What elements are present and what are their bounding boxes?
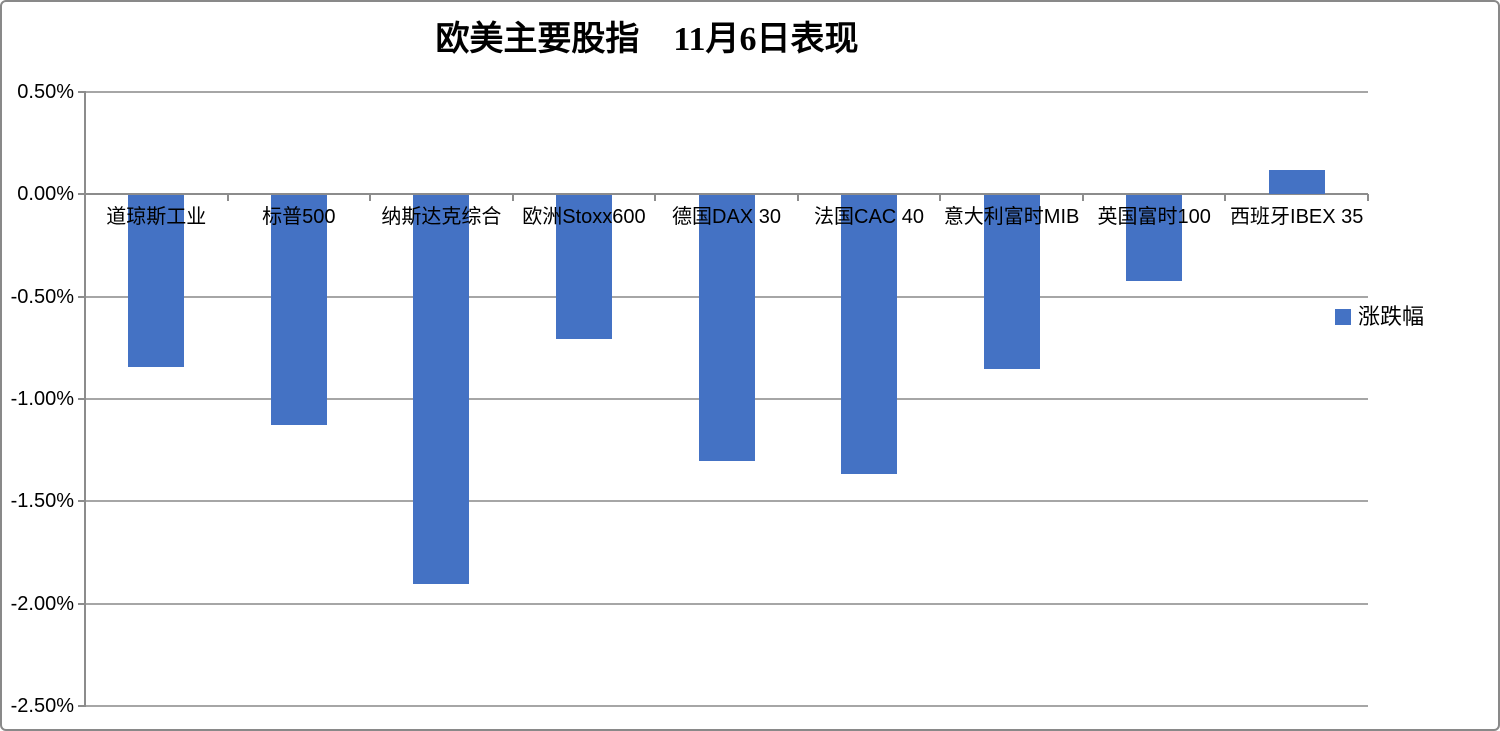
y-axis-tick: [78, 398, 85, 400]
y-axis-label: -1.00%: [10, 388, 74, 410]
category-label: 纳斯达克综合: [381, 206, 502, 229]
y-axis-tick: [78, 500, 85, 503]
bar-英国富时100: [1126, 195, 1183, 282]
x-axis-tick: [1367, 194, 1369, 202]
y-axis-label: 0.50%: [17, 81, 74, 103]
x-axis-tick: [1224, 194, 1227, 202]
x-axis-tick: [84, 194, 86, 202]
category-label: 意大利富时MIB: [943, 206, 1080, 229]
y-axis-label: 0.00%: [17, 183, 74, 206]
category-label: 英国富时100: [1097, 206, 1211, 229]
bar-法国CAC 40: [841, 195, 898, 474]
y-axis-tick: [78, 91, 85, 93]
x-axis-tick: [226, 194, 229, 202]
bar-德国DAX 30: [698, 195, 755, 462]
y-axis-tick: [78, 295, 85, 298]
y-axis-tick: [78, 602, 85, 605]
legend-swatch-icon: [1335, 309, 1351, 325]
y-axis-label: -0.50%: [10, 285, 74, 308]
gridline: [85, 705, 1368, 707]
x-axis-line: [85, 193, 1368, 196]
category-label: 标普500: [262, 206, 336, 229]
x-axis-tick: [1081, 194, 1084, 202]
bar-道琼斯工业: [128, 195, 185, 368]
gridline: [85, 602, 1368, 605]
x-axis-tick: [796, 194, 799, 202]
x-axis-tick: [369, 194, 372, 202]
bar-纳斯达克综合: [413, 195, 470, 585]
legend-label: 涨跌幅: [1358, 304, 1425, 329]
chart-title: 欧美主要股指 11月6日表现: [435, 21, 859, 58]
y-axis-label: -1.50%: [10, 490, 74, 513]
category-label: 德国DAX 30: [672, 206, 781, 229]
y-axis-label: -2.00%: [10, 592, 74, 615]
gridline: [85, 500, 1368, 503]
y-axis-label: -2.50%: [10, 695, 74, 717]
category-label: 法国CAC 40: [814, 206, 925, 229]
bar-欧洲Stoxx600: [555, 195, 612, 339]
legend: 涨跌幅: [1335, 305, 1424, 329]
category-label: 欧洲Stoxx600: [522, 206, 646, 229]
y-axis-line: [84, 91, 86, 707]
y-axis-tick: [78, 705, 85, 707]
x-axis-tick: [511, 194, 514, 202]
bar-标普500: [270, 195, 327, 425]
gridline: [85, 91, 1368, 93]
bar-西班牙IBEX 35: [1268, 169, 1325, 195]
category-label: 道琼斯工业: [106, 206, 207, 229]
x-axis-tick: [939, 194, 942, 202]
x-axis-tick: [654, 194, 657, 202]
y-axis-tick: [78, 193, 85, 196]
category-label: 西班牙IBEX 35: [1230, 206, 1364, 229]
bar-意大利富时MIB: [983, 195, 1040, 370]
